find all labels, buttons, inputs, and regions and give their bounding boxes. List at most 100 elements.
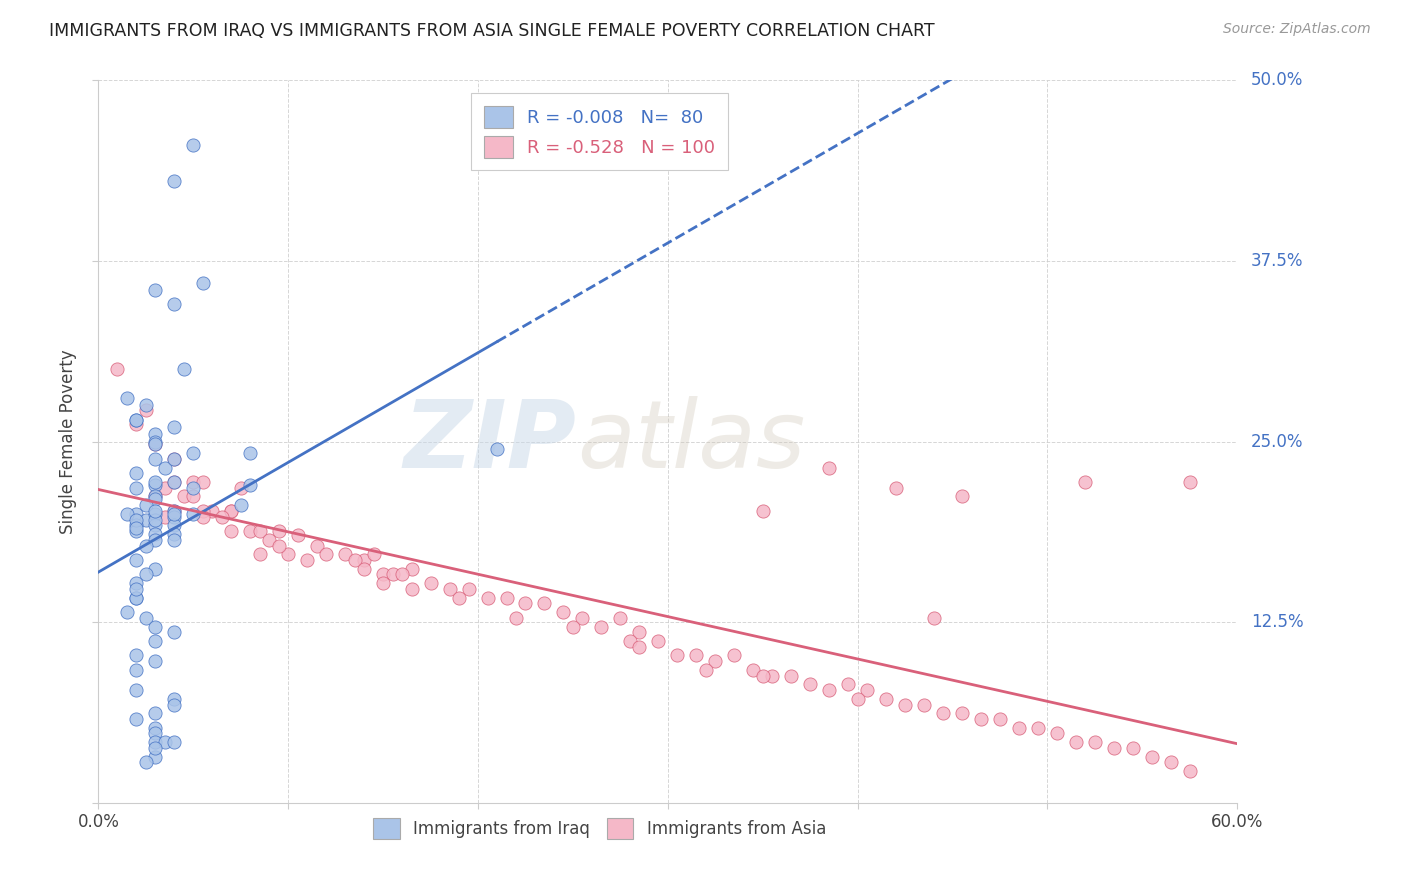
Point — [505, 611, 527, 625]
Point — [950, 706, 973, 721]
Point — [163, 509, 186, 524]
Point — [305, 539, 328, 553]
Point — [145, 437, 167, 451]
Point — [163, 451, 186, 466]
Point — [371, 567, 394, 582]
Point — [163, 451, 186, 466]
Point — [277, 547, 299, 561]
Point — [239, 446, 262, 460]
Point — [201, 504, 224, 518]
Point — [125, 518, 148, 533]
Point — [145, 706, 167, 721]
Point — [163, 691, 186, 706]
Point — [125, 481, 148, 495]
Point — [419, 576, 441, 591]
Point — [619, 634, 641, 648]
Point — [163, 518, 186, 533]
Point — [1026, 721, 1049, 735]
Point — [742, 663, 765, 677]
Point — [221, 504, 243, 518]
Point — [695, 663, 717, 677]
Point — [125, 521, 148, 535]
Point — [988, 712, 1011, 726]
Text: ZIP: ZIP — [404, 395, 576, 488]
Point — [145, 721, 167, 735]
Point — [609, 611, 631, 625]
Point — [135, 611, 157, 625]
Point — [125, 683, 148, 698]
Point — [163, 533, 186, 547]
Text: Source: ZipAtlas.com: Source: ZipAtlas.com — [1223, 22, 1371, 37]
Point — [135, 756, 157, 770]
Point — [249, 524, 271, 538]
Text: IMMIGRANTS FROM IRAQ VS IMMIGRANTS FROM ASIA SINGLE FEMALE POVERTY CORRELATION C: IMMIGRANTS FROM IRAQ VS IMMIGRANTS FROM … — [49, 22, 935, 40]
Point — [401, 582, 423, 596]
Point — [173, 490, 195, 504]
Point — [401, 562, 423, 576]
Point — [163, 507, 186, 521]
Point — [145, 437, 167, 451]
Point — [153, 481, 176, 495]
Point — [628, 625, 651, 640]
Point — [553, 605, 575, 619]
Point — [1074, 475, 1097, 489]
Point — [173, 362, 195, 376]
Point — [894, 698, 917, 712]
Point — [145, 451, 167, 466]
Point — [163, 625, 186, 640]
Point — [125, 591, 148, 605]
Point — [125, 582, 148, 596]
Point — [145, 475, 167, 489]
Point — [249, 547, 271, 561]
Point — [191, 276, 214, 290]
Point — [145, 427, 167, 442]
Point — [145, 507, 167, 521]
Point — [183, 481, 205, 495]
Text: atlas: atlas — [576, 396, 806, 487]
Point — [371, 576, 394, 591]
Point — [145, 726, 167, 740]
Point — [267, 539, 290, 553]
Point — [562, 619, 585, 633]
Point — [125, 712, 148, 726]
Point — [183, 446, 205, 460]
Point — [335, 547, 357, 561]
Point — [163, 174, 186, 188]
Point — [135, 539, 157, 553]
Point — [183, 475, 205, 489]
Point — [970, 712, 993, 726]
Point — [163, 420, 186, 434]
Point — [1178, 475, 1201, 489]
Point — [145, 478, 167, 492]
Text: 25.0%: 25.0% — [1251, 433, 1303, 450]
Point — [125, 648, 148, 663]
Point — [145, 634, 167, 648]
Point — [1064, 735, 1087, 749]
Point — [125, 663, 148, 677]
Point — [145, 490, 167, 504]
Point — [875, 691, 897, 706]
Point — [125, 553, 148, 567]
Point — [163, 475, 186, 489]
Point — [145, 527, 167, 541]
Point — [704, 654, 727, 668]
Point — [1102, 740, 1125, 755]
Point — [145, 504, 167, 518]
Point — [932, 706, 955, 721]
Point — [950, 490, 973, 504]
Point — [191, 509, 214, 524]
Point — [856, 683, 879, 698]
Point — [145, 533, 167, 547]
Point — [135, 398, 157, 412]
Point — [145, 518, 167, 533]
Point — [818, 460, 841, 475]
Point — [163, 297, 186, 311]
Point — [115, 605, 138, 619]
Point — [685, 648, 707, 663]
Point — [477, 591, 499, 605]
Point — [107, 362, 129, 376]
Point — [353, 562, 375, 576]
Point — [145, 654, 167, 668]
Point — [163, 504, 186, 518]
Point — [752, 504, 775, 518]
